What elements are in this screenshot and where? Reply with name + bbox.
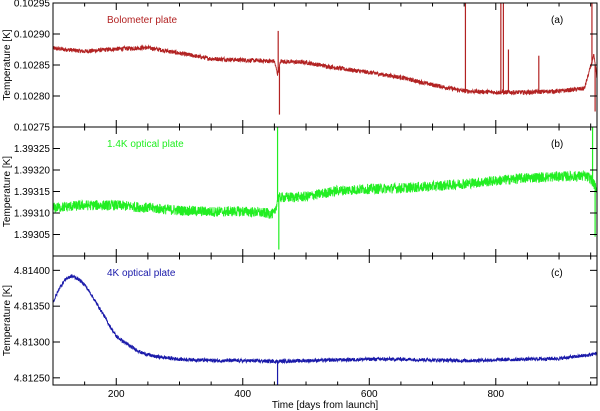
y-axis-title: Temperature [K] (2, 156, 13, 227)
panel-tag: (a) (551, 15, 563, 26)
y-tick-label: 1.39310 (14, 209, 51, 220)
y-tick-label: 1.39325 (14, 144, 51, 155)
y-tick-label: 0.10280 (14, 92, 51, 103)
panel-title: Bolometer plate (107, 15, 177, 26)
panel-title: 4K optical plate (107, 268, 176, 279)
series-line (53, 169, 597, 219)
y-tick-label: 0.10290 (14, 30, 51, 41)
series-line (53, 44, 597, 96)
y-tick-label: 1.39320 (14, 166, 51, 177)
y-tick-label: 4.81250 (14, 373, 51, 384)
x-axis-title: Time [days from launch] (272, 400, 379, 411)
panel-3: 4.81250 4.81300 4.81350 4.81400 200 400 600 800… (2, 255, 598, 411)
y-tick-label: 4.81350 (14, 302, 51, 313)
y-tick-label: 0.10285 (14, 61, 51, 72)
y-tick-label: 0.10295 (14, 0, 51, 10)
y-axis-title: Temperature [K] (2, 285, 13, 356)
y-axis-title: Temperature [K] (2, 29, 13, 100)
panel-tag: (b) (551, 139, 563, 150)
panel-title: 1.4K optical plate (107, 139, 184, 150)
y-tick-label: 4.81300 (14, 338, 51, 349)
series-line (53, 274, 597, 365)
plot-frame (52, 255, 598, 386)
x-tick-label: 400 (234, 389, 251, 400)
panel-2: 1.39305 1.39310 1.39315 1.39320 1.39325Tempe… (2, 126, 598, 257)
y-tick-label: 0.10275 (14, 123, 51, 134)
x-tick-label: 200 (108, 389, 125, 400)
y-tick-label: 1.39305 (14, 230, 51, 241)
x-tick-label: 800 (487, 389, 504, 400)
x-tick-label: 600 (361, 389, 378, 400)
panel-tag: (c) (551, 268, 563, 279)
y-tick-label: 4.81400 (14, 266, 51, 277)
panel-1: 0.10275 0.10280 0.10285 0.10290 0.10295 Tempe… (2, 0, 598, 134)
y-tick-label: 1.39315 (14, 187, 51, 198)
